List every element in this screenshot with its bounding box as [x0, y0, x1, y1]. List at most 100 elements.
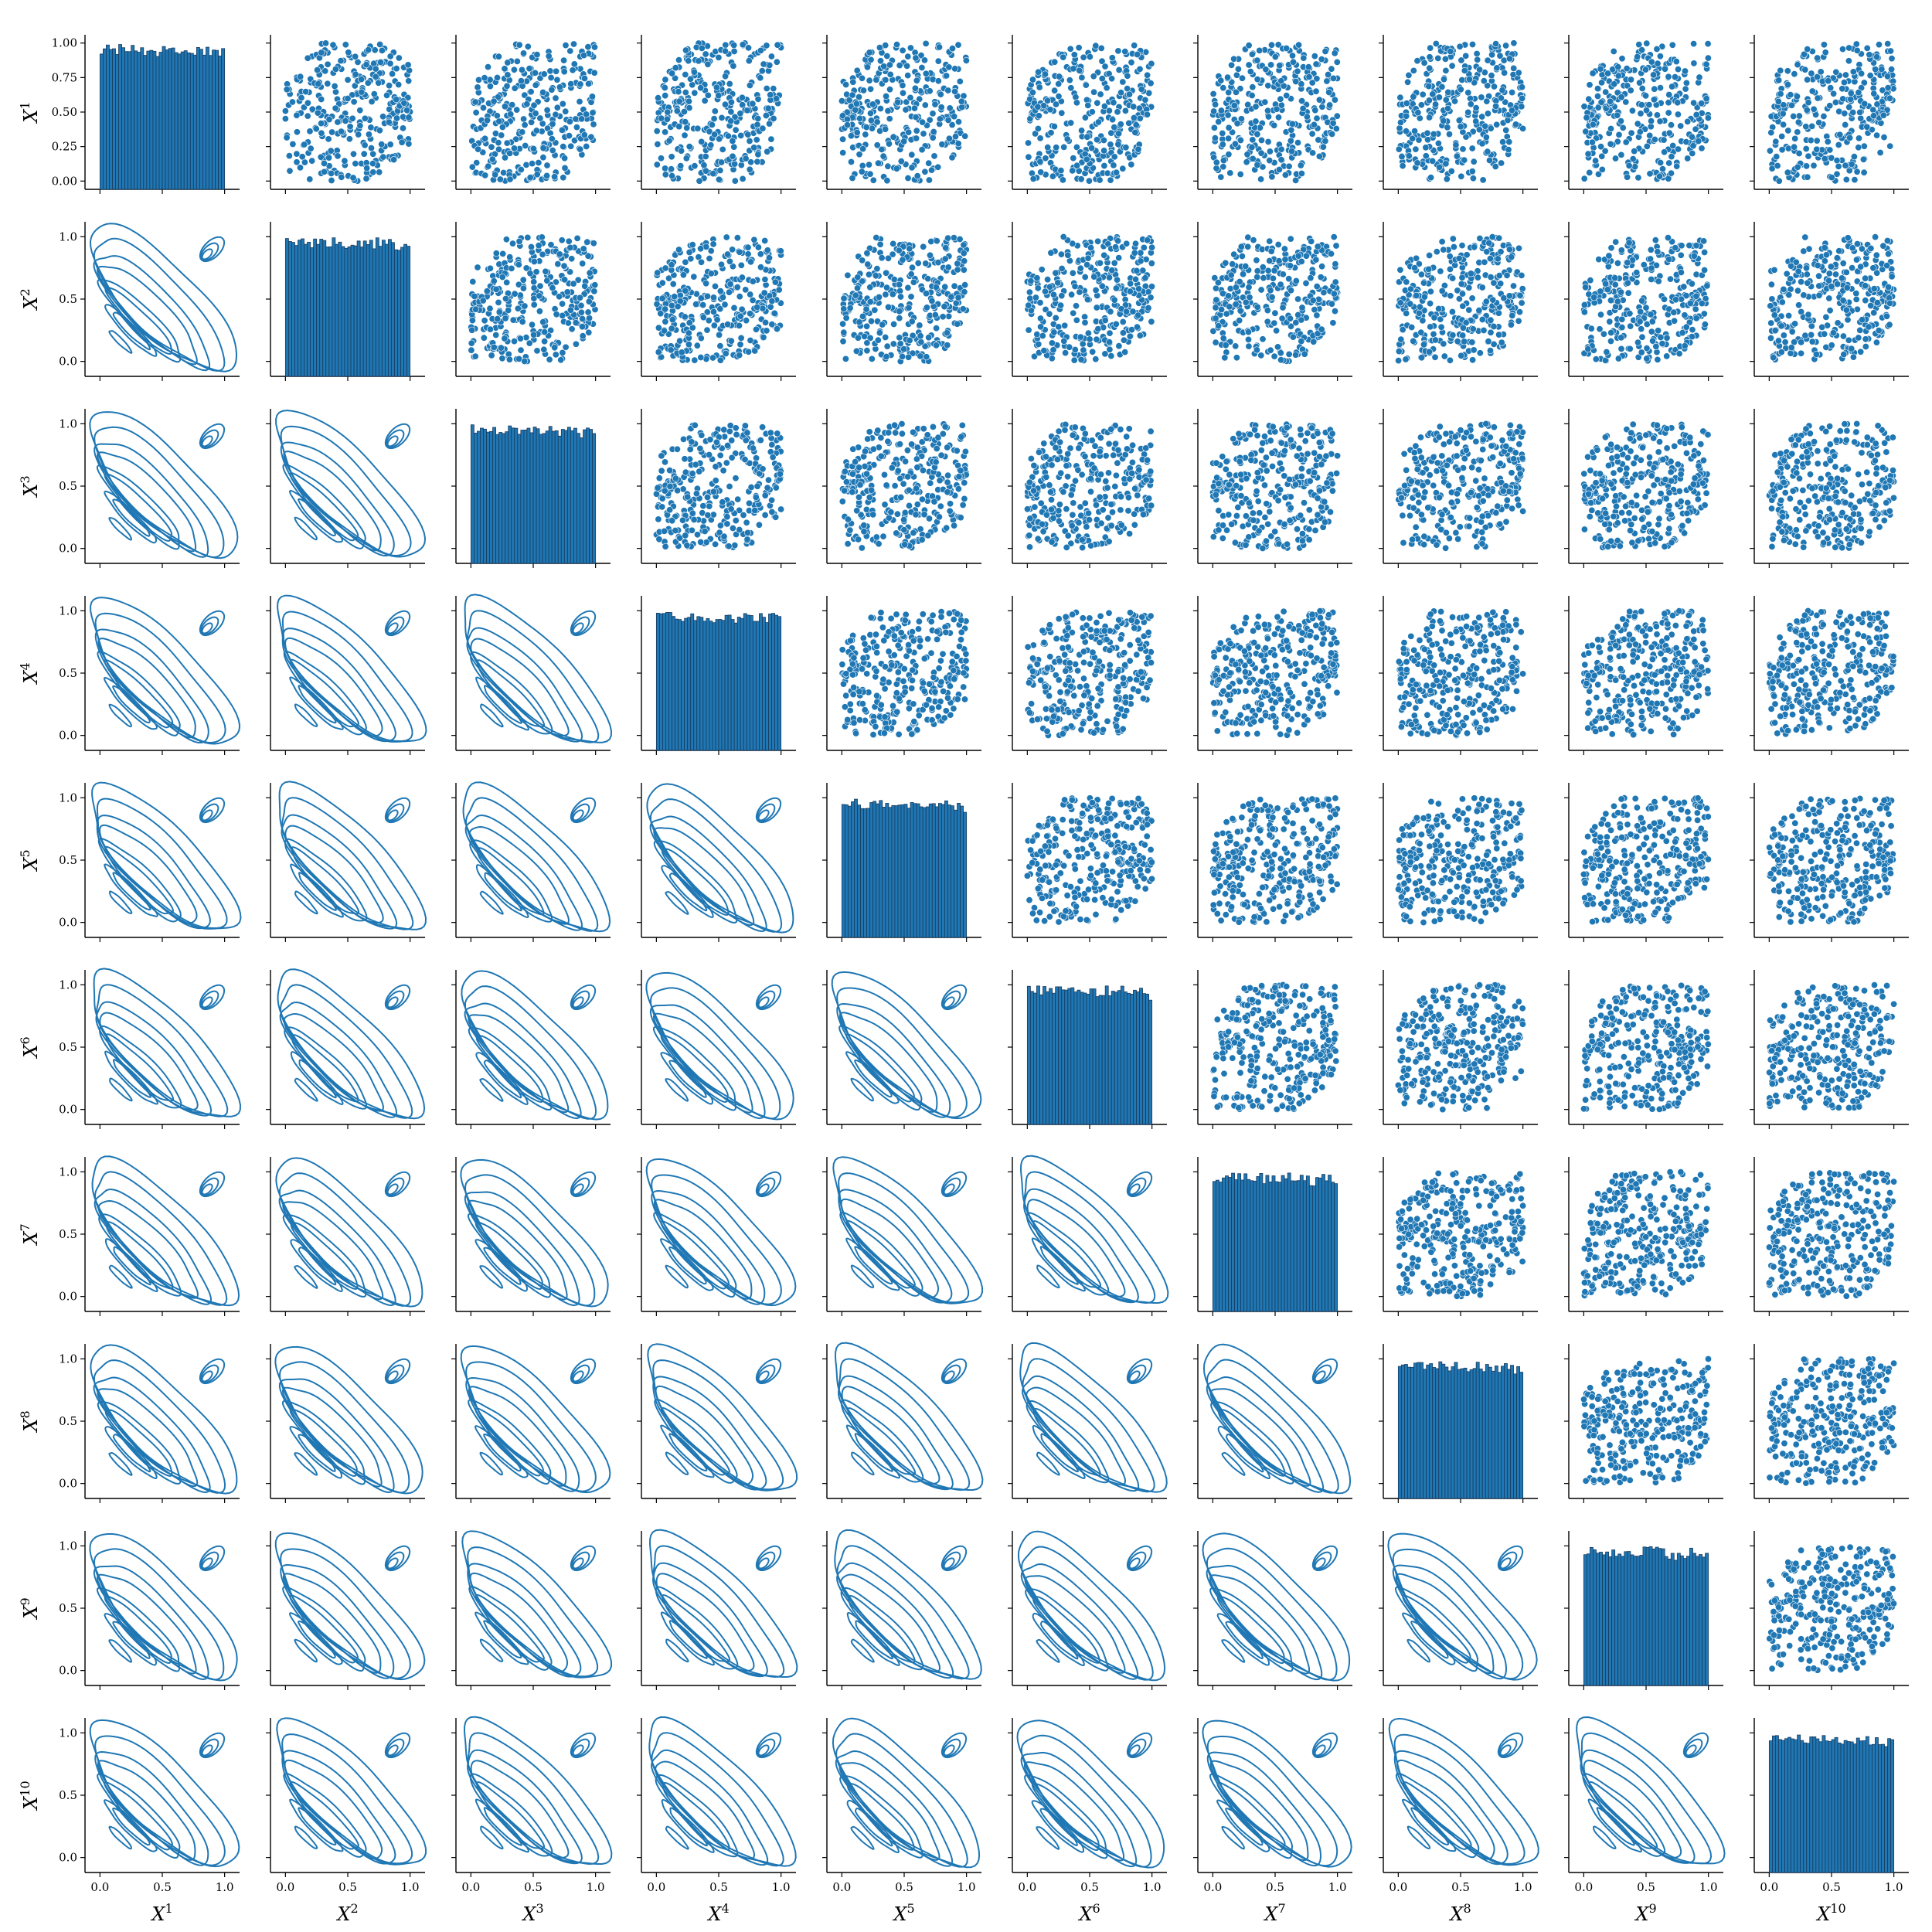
scatter-point — [1141, 274, 1149, 282]
scatter-point — [766, 61, 774, 69]
scatter-point — [298, 94, 305, 102]
scatter-point — [403, 107, 411, 114]
scatter-points — [653, 233, 784, 364]
scatter-point — [1100, 251, 1108, 259]
scatter-point — [959, 305, 967, 313]
scatter-point — [1788, 101, 1796, 109]
scatter-point — [344, 76, 352, 83]
scatter-point — [521, 121, 529, 129]
scatter-point — [404, 61, 412, 69]
scatter-point — [1034, 284, 1042, 292]
scatter-point — [1277, 156, 1285, 164]
scatter-point — [1114, 141, 1122, 148]
scatter-point — [1271, 309, 1279, 317]
scatter-point — [1631, 148, 1638, 155]
scatter-point — [1491, 83, 1498, 90]
scatter-point — [1292, 176, 1300, 184]
scatter-point — [1850, 153, 1858, 161]
scatter-point — [1638, 46, 1646, 54]
scatter-point — [918, 146, 926, 154]
scatter-point — [1148, 243, 1156, 251]
scatter-point — [405, 140, 413, 148]
scatter-point — [1268, 293, 1276, 301]
scatter-point — [570, 60, 578, 68]
scatter-point — [1060, 53, 1067, 61]
scatter-point — [1810, 162, 1818, 169]
scatter-point — [1772, 138, 1780, 145]
scatter-point — [530, 278, 538, 286]
scatter-point — [1313, 114, 1321, 122]
scatter-point — [530, 331, 538, 338]
scatter-point — [378, 46, 386, 54]
scatter-point — [704, 60, 712, 68]
scatter-point — [1508, 107, 1515, 114]
scatter-point — [379, 153, 387, 161]
scatter-point — [882, 291, 889, 298]
scatter-point — [940, 303, 948, 311]
scatter-point — [549, 147, 556, 155]
scatter-point — [944, 117, 952, 124]
scatter-point — [376, 168, 383, 176]
scatter-point — [572, 340, 580, 348]
scatter-point — [876, 293, 883, 301]
scatter-point — [1810, 105, 1818, 113]
scatter-point — [868, 355, 876, 362]
scatter-point — [1825, 77, 1832, 85]
scatter-point — [580, 52, 587, 60]
scatter-point — [655, 94, 662, 102]
scatter-point — [944, 234, 952, 242]
scatter-point — [713, 316, 721, 324]
scatter-point — [1397, 119, 1405, 127]
hist-bar — [284, 238, 289, 377]
scatter-point — [308, 157, 316, 165]
scatter-point — [1224, 73, 1232, 81]
scatter-point — [1876, 41, 1883, 49]
scatter-point — [668, 165, 675, 173]
scatter-point — [1126, 332, 1134, 340]
scatter-point — [960, 250, 968, 257]
scatter-point — [1464, 108, 1472, 116]
scatter-point — [1784, 127, 1792, 134]
scatter-point — [386, 141, 394, 148]
scatter-point — [1851, 176, 1859, 184]
scatter-point — [332, 88, 339, 96]
scatter-point — [318, 96, 325, 104]
scatter-point — [1446, 356, 1454, 364]
scatter-point — [1038, 266, 1046, 274]
scatter-point — [747, 291, 754, 298]
scatter-point — [1412, 145, 1420, 153]
scatter-point — [738, 305, 746, 313]
hist-bar — [307, 241, 311, 377]
scatter-point — [1108, 54, 1116, 62]
y-tick-label: 1.0 — [59, 230, 77, 243]
scatter-point — [1097, 44, 1105, 52]
scatter-point — [1232, 342, 1240, 350]
scatter-point — [704, 91, 712, 99]
scatter-point — [1398, 153, 1406, 161]
scatter-point — [1622, 138, 1630, 146]
scatter-point — [1499, 138, 1507, 146]
hist-bar — [218, 56, 223, 190]
scatter-point — [1073, 162, 1081, 169]
scatter-point — [328, 128, 336, 136]
scatter-point — [1134, 323, 1141, 331]
scatter-point — [1432, 100, 1440, 108]
scatter-point — [1294, 67, 1301, 75]
scatter-point — [1047, 129, 1055, 137]
scatter-point — [1321, 47, 1329, 55]
scatter-point — [848, 158, 855, 166]
scatter-point — [367, 145, 375, 152]
scatter-point — [1580, 175, 1588, 182]
scatter-point — [1674, 99, 1682, 107]
scatter-point — [1826, 146, 1834, 154]
scatter-point — [1803, 106, 1811, 114]
scatter-point — [1281, 245, 1288, 253]
hist-bar — [356, 240, 361, 377]
scatter-point — [1637, 110, 1645, 117]
scatter-point — [917, 332, 924, 340]
scatter-point — [693, 342, 701, 349]
scatter-point — [1236, 277, 1243, 285]
scatter-point — [1035, 340, 1043, 348]
hist-bar — [391, 242, 395, 377]
scatter-point — [668, 261, 675, 269]
